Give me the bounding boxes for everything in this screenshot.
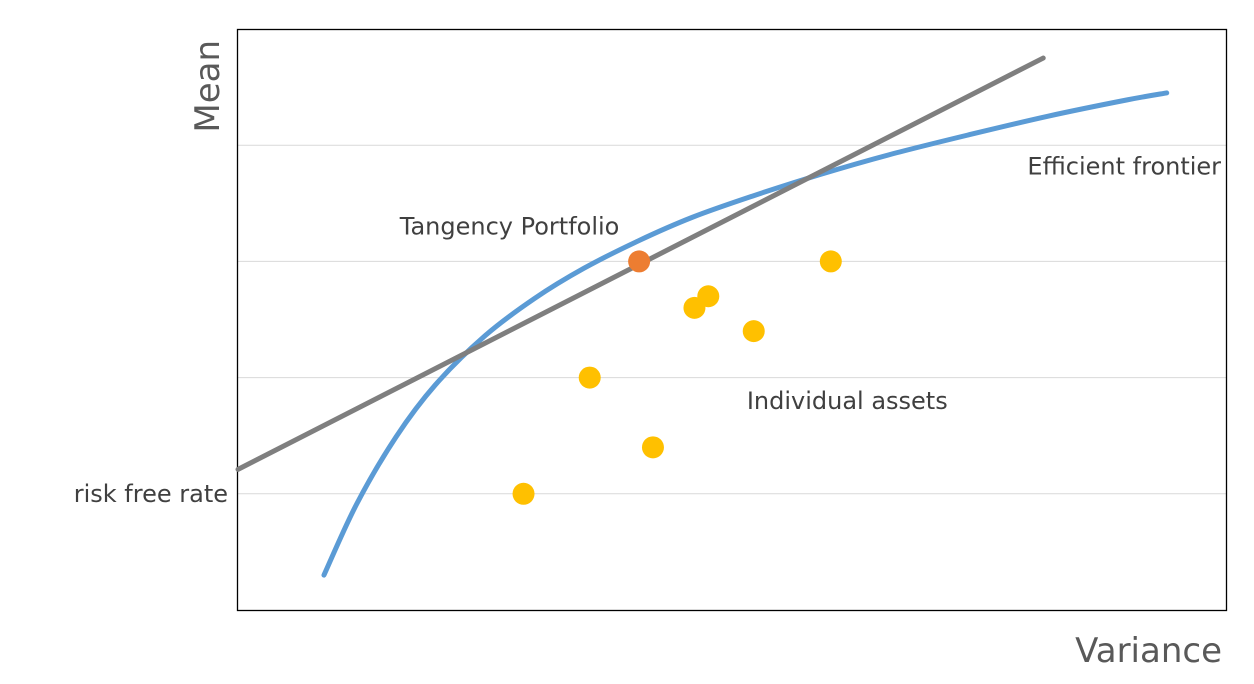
x-axis-title: Variance <box>1075 631 1222 671</box>
individual-assets-point <box>512 482 535 505</box>
individual-assets-point <box>578 366 601 389</box>
individual-assets-point <box>641 436 664 459</box>
annotation-tangency-portfolio: Tangency Portfolio <box>399 213 620 241</box>
annotation-layer: Efficient frontier Tangency Portfolio Indi… <box>399 152 1221 415</box>
plot-frame <box>236 28 1228 612</box>
y-axis-title: Mean <box>188 40 228 133</box>
series-layer <box>235 55 1170 578</box>
tick-labels: risk free rate <box>74 480 228 508</box>
y-tick-label: risk free rate <box>74 480 228 508</box>
individual-assets-point <box>742 320 765 343</box>
point-layer <box>512 250 842 505</box>
individual-assets-point <box>819 250 842 273</box>
annotation-individual-assets: Individual assets <box>747 387 948 415</box>
grid-lines <box>238 144 1226 495</box>
annotation-efficient-frontier: Efficient frontier <box>1027 152 1221 180</box>
individual-assets-point <box>683 296 706 319</box>
efficient-frontier-line <box>321 90 1170 578</box>
tangency-portfolio-point <box>628 250 651 273</box>
